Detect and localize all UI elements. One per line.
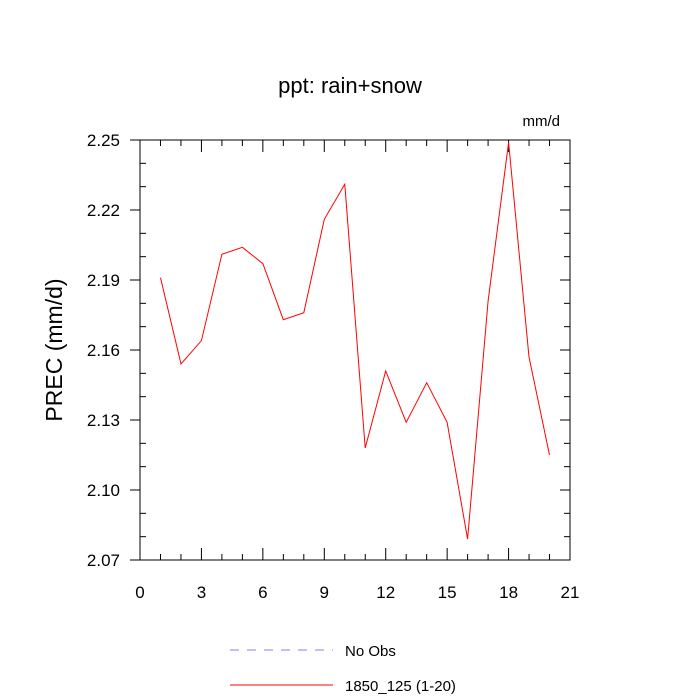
y-tick-label: 2.16	[87, 341, 120, 360]
y-tick-labels: 2.07 2.10 2.13 2.16 2.19 2.22 2.25	[87, 131, 120, 570]
x-axis-ticks	[139, 140, 571, 560]
plot-frame	[139, 139, 571, 561]
y-tick-label: 2.22	[87, 201, 120, 220]
x-tick-label: 12	[376, 583, 395, 602]
x-tick-labels: 0 3 6 9 12 15 18 21	[135, 583, 579, 602]
x-tick-label: 6	[258, 583, 267, 602]
y-tick-label: 2.19	[87, 271, 120, 290]
units-label: mm/d	[523, 113, 561, 130]
y-axis-ticks	[130, 139, 570, 561]
legend-label: No Obs	[345, 643, 396, 660]
x-tick-label: 3	[197, 583, 206, 602]
series-layer	[160, 142, 550, 540]
legend-label: 1850_125 (1-20)	[345, 678, 456, 695]
y-tick-label: 2.07	[87, 551, 120, 570]
legend: No Obs 1850_125 (1-20)	[230, 643, 456, 695]
x-tick-label: 18	[499, 583, 518, 602]
y-tick-label: 2.10	[87, 481, 120, 500]
x-tick-label: 15	[438, 583, 457, 602]
series-line	[160, 142, 550, 540]
x-tick-label: 9	[320, 583, 329, 602]
y-tick-label: 2.25	[87, 131, 120, 150]
x-tick-label: 21	[561, 583, 580, 602]
y-axis-label: PREC (mm/d)	[41, 278, 67, 421]
x-tick-label: 0	[135, 583, 144, 602]
y-tick-label: 2.13	[87, 411, 120, 430]
chart-title: ppt: rain+snow	[278, 73, 422, 98]
